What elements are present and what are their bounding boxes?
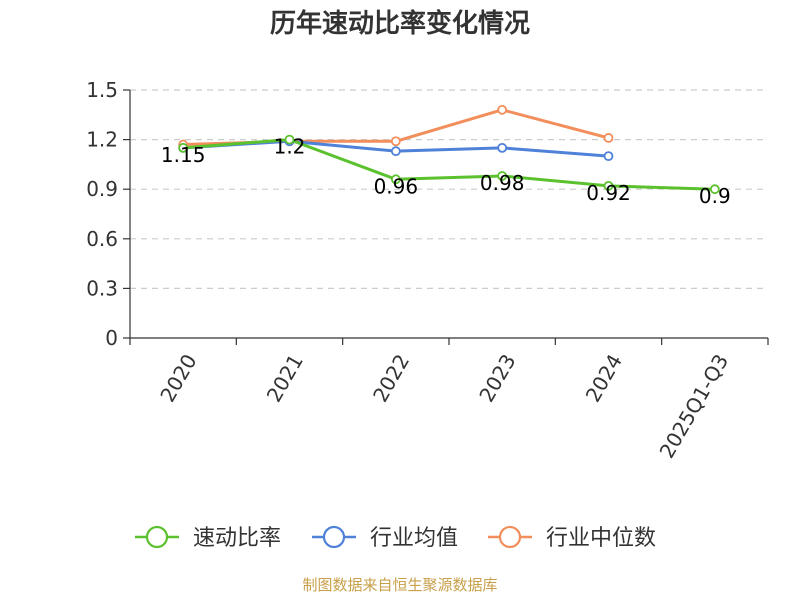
data-label: 0.9	[699, 184, 731, 208]
data-source-note: 制图数据来自恒生聚源数据库	[302, 576, 497, 594]
series-point-0	[497, 171, 508, 181]
data-label: 1.2	[274, 135, 306, 159]
legend-label: 行业均值	[370, 526, 458, 551]
x-axis-ticks: 2020 2021 2022 2023 2024 2025Q1-Q3	[129, 338, 769, 462]
legend-item-0[interactable]: 速动比率	[135, 525, 281, 551]
legend-item-1[interactable]: 行业均值	[312, 525, 458, 551]
series-lines	[178, 104, 720, 195]
grid-lines	[130, 89, 768, 289]
x-tick-label: 2021	[262, 350, 308, 406]
legend-marker-icon	[498, 525, 522, 549]
legend-marker-icon	[322, 525, 346, 549]
data-label: 0.96	[374, 174, 419, 198]
y-tick-label: 1.2	[86, 128, 118, 152]
y-tick-label: 0	[105, 326, 118, 350]
x-tick-label: 2020	[155, 350, 201, 406]
legend-label: 速动比率	[193, 526, 281, 551]
y-tick-label: 0.3	[86, 276, 118, 300]
series-point-1	[603, 151, 614, 162]
data-labels: 1.15 1.2 0.96 0.98 0.92 0.9	[161, 135, 731, 209]
y-tick-label: 0.9	[86, 177, 118, 201]
legend[interactable]: 速动比率 行业均值 行业中位数	[135, 525, 656, 551]
data-label: 1.15	[161, 143, 206, 167]
series-point-2	[603, 133, 614, 143]
series-point-1	[390, 146, 401, 157]
y-axis-ticks: 0 0.3 0.6 0.9 1.2 1.5	[86, 78, 130, 350]
axes	[129, 90, 768, 339]
x-tick-label: 2025Q1-Q3	[655, 350, 734, 462]
series-point-0	[178, 142, 189, 153]
legend-item-2[interactable]: 行业中位数	[488, 525, 656, 551]
chart-title: 历年速动比率变化情况	[270, 8, 530, 39]
x-tick-label: 2022	[368, 350, 414, 406]
data-label: 0.98	[480, 171, 525, 195]
legend-marker-icon	[145, 525, 169, 549]
legend-label: 行业中位数	[546, 526, 656, 551]
y-tick-label: 1.5	[86, 78, 118, 102]
series-point-0	[709, 184, 720, 195]
y-tick-label: 0.6	[86, 227, 118, 251]
data-label: 0.92	[586, 181, 631, 205]
series-point-2	[497, 104, 508, 115]
series-point-0	[603, 180, 614, 191]
series-point-0	[390, 174, 401, 185]
series-point-1	[497, 142, 508, 153]
series-line-0	[183, 138, 715, 191]
x-tick-label: 2024	[581, 350, 627, 406]
series-point-0	[284, 134, 295, 145]
series-point-2	[390, 136, 401, 147]
x-tick-label: 2023	[474, 350, 520, 406]
